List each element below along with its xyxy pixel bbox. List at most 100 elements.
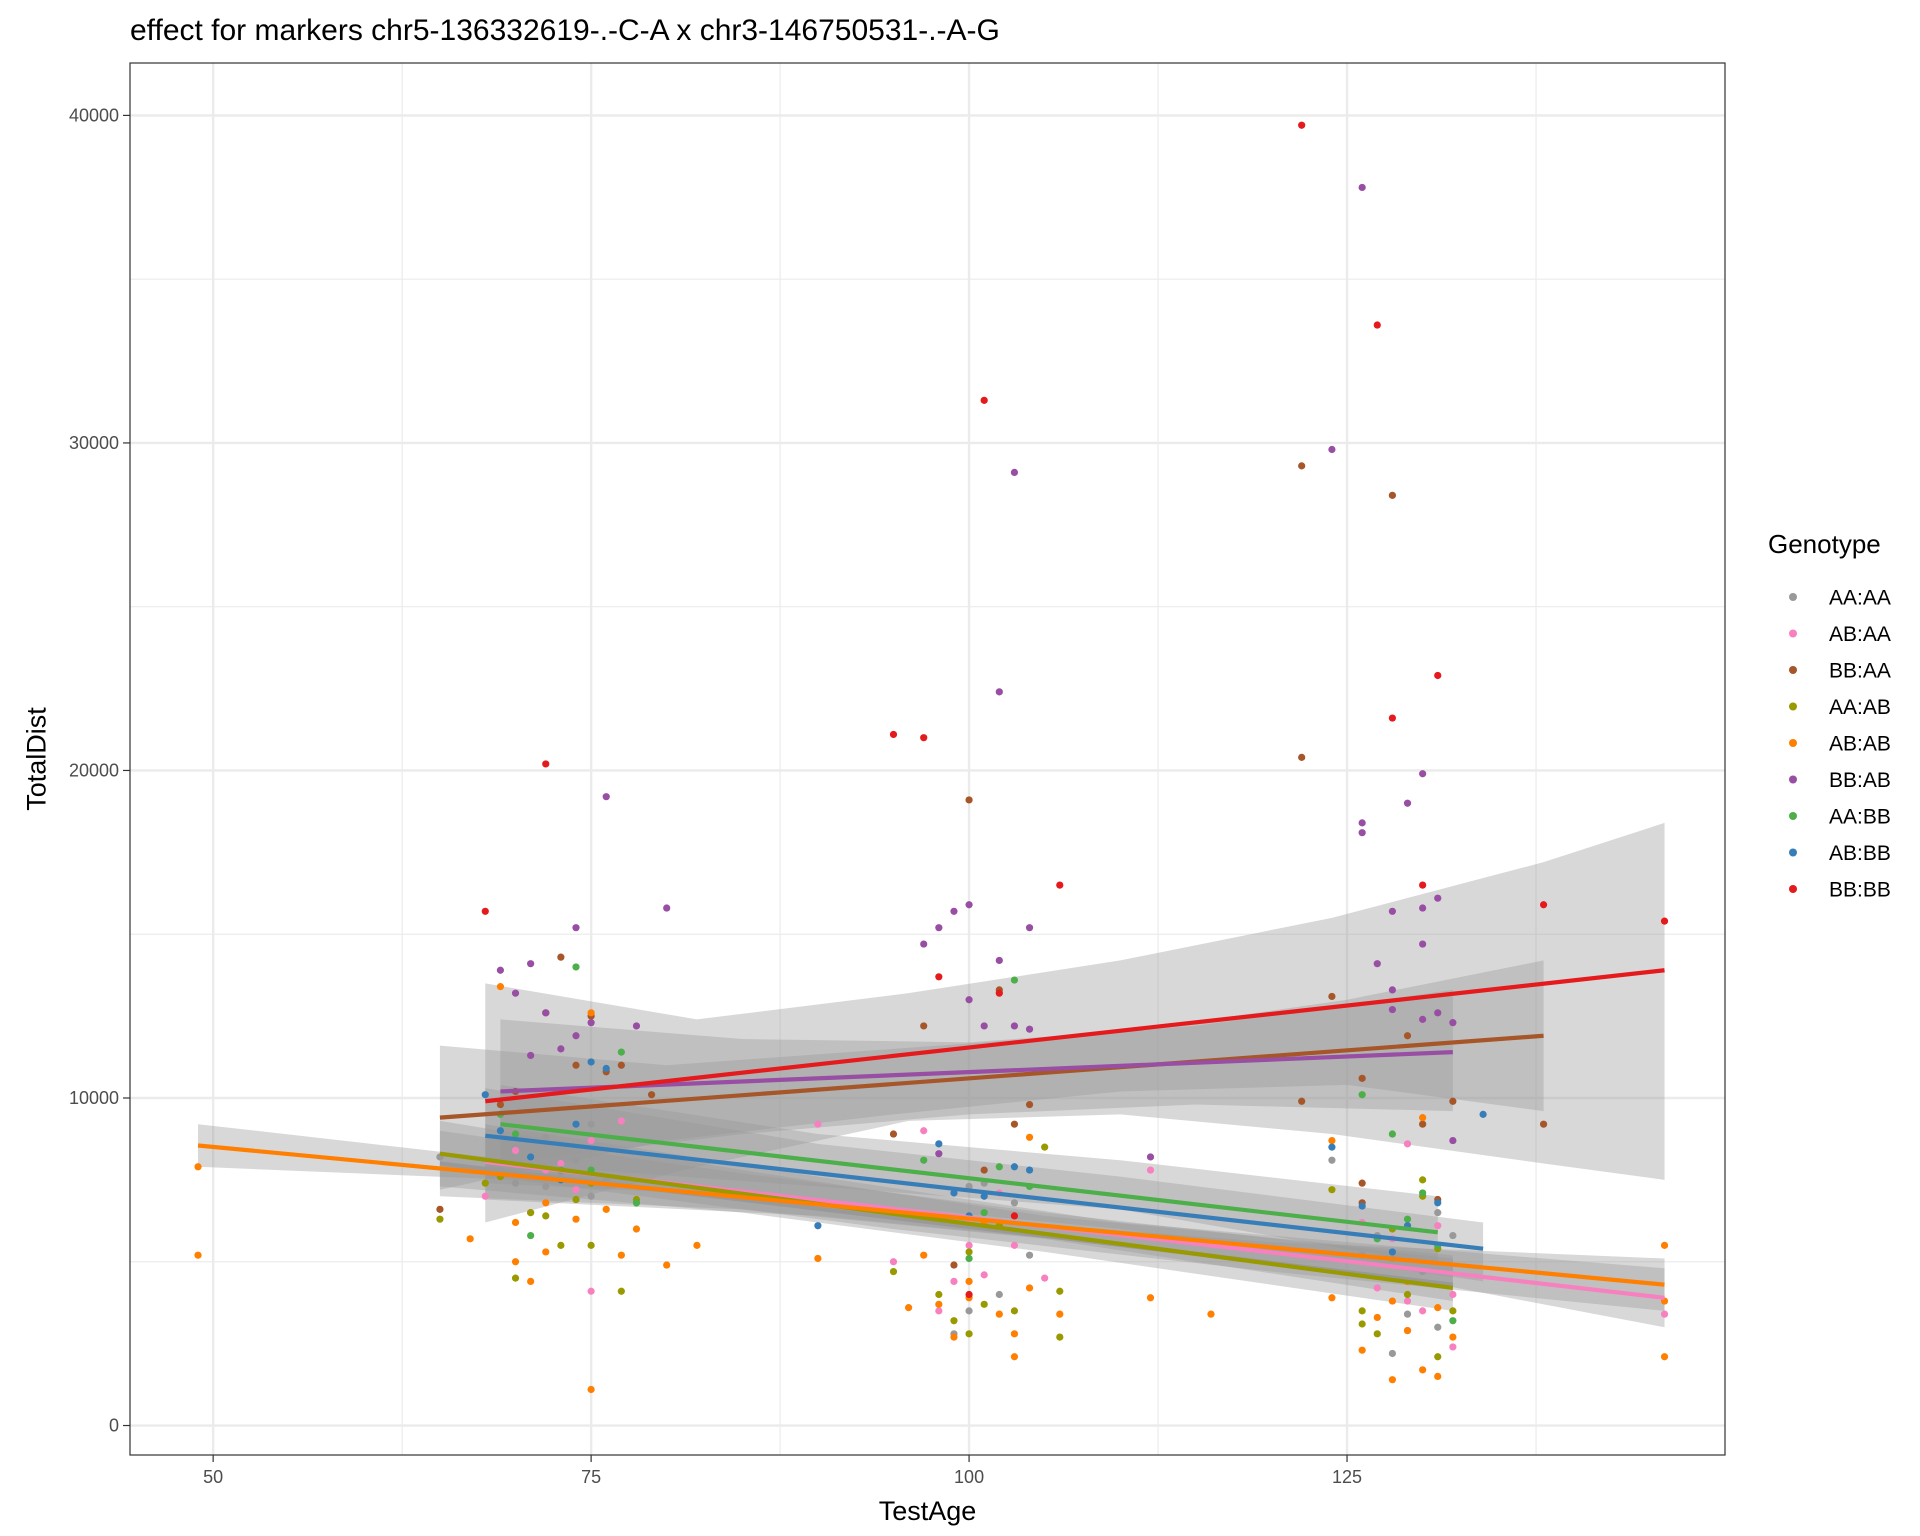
- point-ab-aa: [889, 1258, 898, 1266]
- point-aa-ab: [1373, 1330, 1381, 1338]
- point-bb-aa: [950, 1261, 958, 1269]
- point-aa-ab: [617, 1287, 625, 1295]
- point-ab-ab: [602, 1205, 610, 1213]
- point-bb-ab: [1146, 1153, 1155, 1161]
- point-aa-bb: [617, 1048, 625, 1056]
- point-bb-ab: [511, 989, 520, 997]
- point-bb-aa: [965, 796, 973, 804]
- point-bb-bb: [1373, 321, 1381, 329]
- point-ab-aa: [980, 1271, 988, 1279]
- point-bb-ab: [935, 924, 943, 932]
- legend-key-bb-ab: [1789, 775, 1797, 784]
- point-ab-ab: [1025, 1284, 1034, 1292]
- legend-label-bb-ab: BB:AB: [1829, 769, 1891, 792]
- point-ab-aa: [617, 1117, 625, 1125]
- point-aa-ab: [1403, 1290, 1412, 1299]
- point-bb-ab: [1358, 819, 1366, 827]
- point-bb-ab: [995, 688, 1003, 696]
- point-ab-ab: [496, 983, 505, 991]
- point-aa-bb: [527, 1231, 535, 1240]
- plot-border: [129, 62, 1726, 1456]
- point-bb-bb: [965, 1290, 973, 1299]
- point-ab-ab: [1010, 1353, 1019, 1361]
- point-bb-bb: [889, 730, 898, 739]
- point-ab-bb: [950, 1189, 958, 1197]
- point-aa-ab: [1010, 1307, 1019, 1315]
- band-bb-bb: [485, 822, 1665, 1223]
- point-ab-bb: [587, 1058, 595, 1066]
- point-bb-ab: [527, 1051, 535, 1060]
- point-ab-aa: [587, 1136, 595, 1145]
- point-aa-ab: [1358, 1320, 1366, 1328]
- point-ab-ab: [511, 1218, 520, 1227]
- y-tick-label: 20000: [69, 760, 119, 780]
- point-ab-aa: [511, 1146, 520, 1154]
- point-bb-aa: [889, 1130, 898, 1138]
- point-aa-aa: [1403, 1310, 1412, 1318]
- plot-panel: [129, 62, 1726, 1456]
- point-aa-aa: [542, 1133, 550, 1141]
- point-ab-ab: [587, 1385, 595, 1394]
- legend-key-bb-aa: [1789, 666, 1797, 674]
- point-bb-ab: [542, 1009, 550, 1017]
- point-bb-aa: [617, 1061, 625, 1069]
- point-bb-bb: [542, 760, 550, 768]
- point-bb-aa: [1298, 753, 1306, 761]
- legend-key-aa-ab: [1789, 702, 1797, 711]
- point-ab-bb: [1479, 1110, 1487, 1118]
- fit-line-ab-bb: [485, 1133, 1484, 1251]
- point-aa-ab: [1041, 1143, 1049, 1151]
- point-ab-ab: [935, 1300, 943, 1308]
- point-aa-aa: [587, 1192, 595, 1200]
- point-ab-aa: [1041, 1274, 1049, 1282]
- legend-label-aa-bb: AA:BB: [1829, 806, 1891, 829]
- point-aa-aa: [1328, 1156, 1336, 1164]
- point-aa-ab: [1434, 1353, 1442, 1361]
- point-bb-ab: [1010, 468, 1019, 477]
- point-bb-bb: [935, 973, 943, 981]
- point-bb-bb: [1010, 1212, 1019, 1220]
- point-bb-aa: [1298, 1097, 1306, 1105]
- point-ab-bb: [602, 1064, 610, 1073]
- point-aa-ab: [965, 1248, 973, 1256]
- point-ab-ab: [194, 1251, 202, 1259]
- point-aa-ab: [557, 1241, 565, 1249]
- point-bb-aa: [647, 1091, 656, 1099]
- point-bb-ab: [1388, 986, 1396, 994]
- point-ab-ab: [466, 1235, 474, 1243]
- x-tick-label: 125: [1332, 1467, 1362, 1487]
- point-aa-bb: [1388, 1130, 1396, 1138]
- point-ab-bb: [572, 1120, 580, 1128]
- point-bb-aa: [1388, 491, 1396, 499]
- point-aa-ab: [1056, 1333, 1064, 1341]
- x-tick-label: 75: [581, 1467, 601, 1487]
- point-bb-ab: [950, 907, 958, 915]
- point-bb-bb: [980, 396, 988, 404]
- y-tick-label: 40000: [69, 105, 119, 125]
- plot-background: [130, 63, 1725, 1455]
- point-bb-aa: [1419, 1120, 1427, 1128]
- point-bb-ab: [965, 996, 973, 1004]
- point-ab-ab: [693, 1241, 701, 1249]
- point-aa-ab: [511, 1274, 520, 1282]
- point-ab-ab: [1403, 1326, 1412, 1335]
- point-bb-aa: [1358, 1074, 1366, 1082]
- point-aa-bb: [980, 1209, 988, 1217]
- legend: Genotype AA:AA AB:AA BB:AA AA:AB AB:AB BB:AB A…: [1768, 529, 1891, 902]
- point-ab-ab: [1419, 1366, 1427, 1374]
- point-aa-ab: [1328, 1186, 1336, 1194]
- point-bb-bb: [1388, 714, 1396, 722]
- point-ab-aa: [1373, 1284, 1381, 1292]
- legend-label-bb-aa: BB:AA: [1829, 660, 1891, 683]
- point-ab-bb: [496, 1127, 505, 1135]
- point-bb-aa: [436, 1205, 444, 1213]
- point-ab-ab: [1025, 1133, 1034, 1141]
- point-ab-bb: [1328, 1143, 1336, 1151]
- point-aa-bb: [965, 1254, 973, 1263]
- point-aa-bb: [1010, 976, 1019, 984]
- point-bb-ab: [1358, 829, 1366, 837]
- point-aa-bb: [1403, 1215, 1412, 1223]
- point-aa-bb: [572, 963, 580, 971]
- point-ab-ab: [1388, 1297, 1396, 1305]
- y-tick-label: 0: [109, 1416, 119, 1436]
